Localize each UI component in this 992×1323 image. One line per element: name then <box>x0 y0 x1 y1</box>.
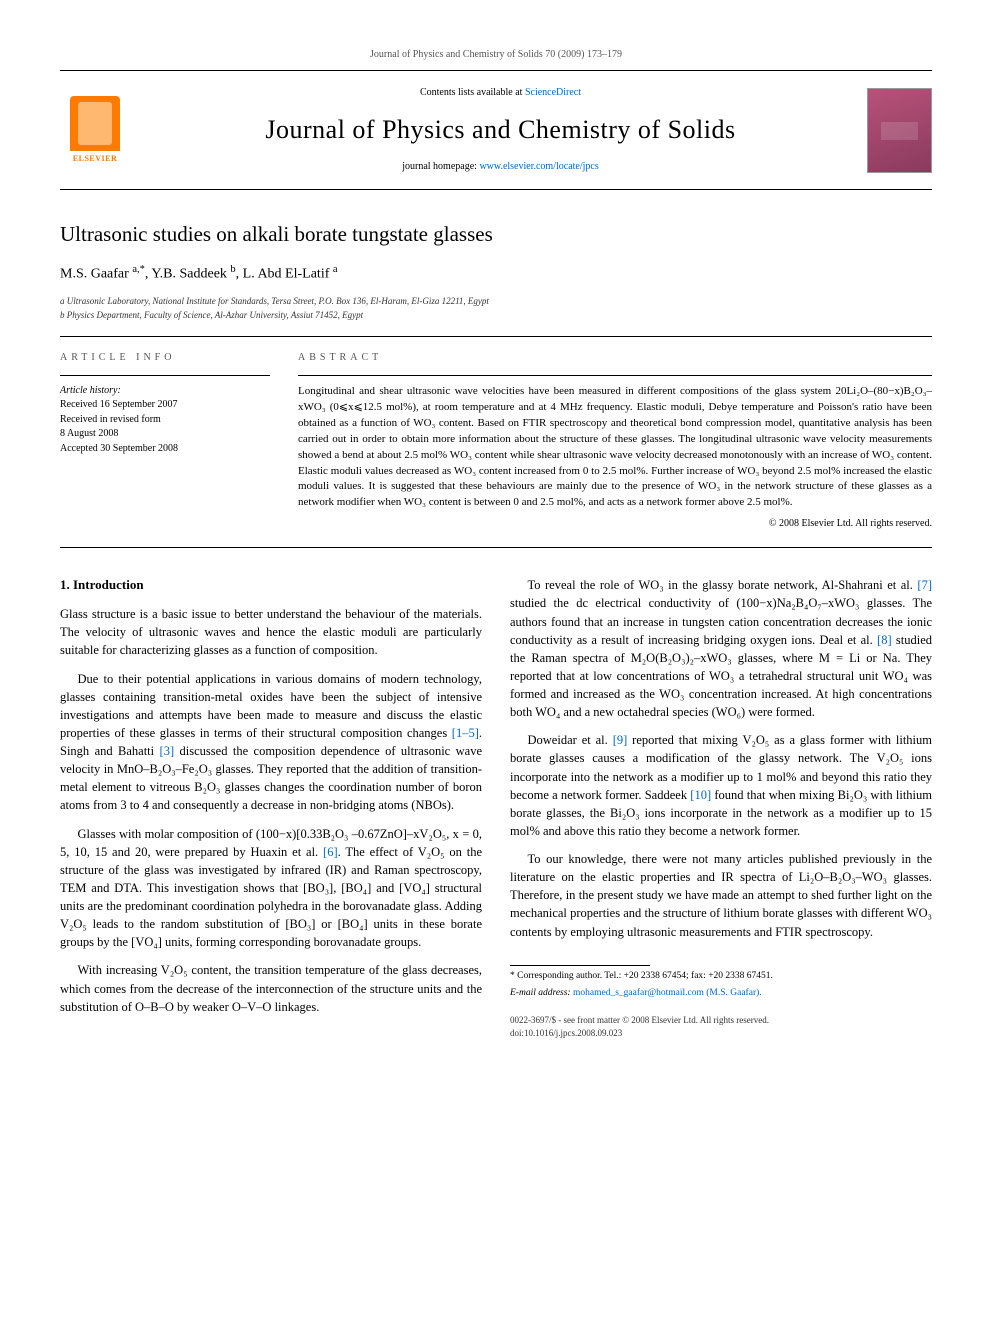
history-line: Received 16 September 2007 <box>60 398 270 413</box>
elsevier-logo: ELSEVIER <box>60 90 130 170</box>
abstract-text: Longitudinal and shear ultrasonic wave v… <box>298 384 932 512</box>
body-paragraph: With increasing V₂O₅ content, the transi… <box>60 961 482 1015</box>
footnote-rule <box>510 965 650 966</box>
contents-list-line: Contents lists available at ScienceDirec… <box>146 86 855 100</box>
history-line: 8 August 2008 <box>60 427 270 442</box>
abstract-rule <box>298 375 932 376</box>
elsevier-wordmark: ELSEVIER <box>73 153 117 164</box>
journal-banner: ELSEVIER Contents lists available at Sci… <box>60 70 932 190</box>
abstract-column: ABSTRACT Longitudinal and shear ultrason… <box>298 351 932 532</box>
abstract-label: ABSTRACT <box>298 351 932 365</box>
history-line: Accepted 30 September 2008 <box>60 442 270 457</box>
info-rule <box>60 375 270 376</box>
journal-homepage-line: journal homepage: www.elsevier.com/locat… <box>146 160 855 174</box>
journal-title: Journal of Physics and Chemistry of Soli… <box>146 112 855 148</box>
banner-center: Contents lists available at ScienceDirec… <box>146 86 855 174</box>
affiliation-a: a Ultrasonic Laboratory, National Instit… <box>60 295 932 308</box>
article-info-column: ARTICLE INFO Article history: Received 1… <box>60 351 270 532</box>
sciencedirect-link[interactable]: ScienceDirect <box>525 87 581 98</box>
journal-homepage-link[interactable]: www.elsevier.com/locate/jpcs <box>479 161 598 172</box>
homepage-prefix: journal homepage: <box>402 161 479 172</box>
running-header: Journal of Physics and Chemistry of Soli… <box>60 48 932 62</box>
article-info-label: ARTICLE INFO <box>60 351 270 365</box>
body-paragraph: To our knowledge, there were not many ar… <box>510 850 932 941</box>
body-paragraph: Doweidar et al. [9] reported that mixing… <box>510 731 932 840</box>
rule-top <box>60 336 932 337</box>
corresponding-email-link[interactable]: mohamed_s_gaafar@hotmail.com (M.S. Gaafa… <box>573 988 762 998</box>
author-list: M.S. Gaafar a,*, Y.B. Saddeek b, L. Abd … <box>60 263 932 284</box>
body-columns: 1. Introduction Glass structure is a bas… <box>60 576 932 1040</box>
article-history: Article history: Received 16 September 2… <box>60 384 270 457</box>
contents-prefix: Contents lists available at <box>420 87 525 98</box>
history-line: Received in revised form <box>60 413 270 428</box>
abstract-copyright: © 2008 Elsevier Ltd. All rights reserved… <box>298 517 932 531</box>
front-matter-line: 0022-3697/$ - see front matter © 2008 El… <box>510 1014 932 1027</box>
corresponding-author-note: * Corresponding author. Tel.: +20 2338 6… <box>510 970 932 983</box>
doi-line: doi:10.1016/j.jpcs.2008.09.023 <box>510 1027 932 1040</box>
article-title: Ultrasonic studies on alkali borate tung… <box>60 220 932 249</box>
affiliation-b: b Physics Department, Faculty of Science… <box>60 309 932 322</box>
journal-cover-thumbnail <box>867 88 932 173</box>
elsevier-tree-icon <box>70 96 120 151</box>
info-abstract-row: ARTICLE INFO Article history: Received 1… <box>60 351 932 532</box>
body-paragraph: Glasses with molar composition of (100−x… <box>60 825 482 952</box>
history-heading: Article history: <box>60 384 270 399</box>
rule-bottom <box>60 547 932 548</box>
body-paragraph: Due to their potential applications in v… <box>60 670 482 815</box>
email-note: E-mail address: mohamed_s_gaafar@hotmail… <box>510 987 932 1000</box>
body-paragraph: Glass structure is a basic issue to bett… <box>60 605 482 659</box>
section-heading-intro: 1. Introduction <box>60 576 482 595</box>
email-label: E-mail address: <box>510 988 573 998</box>
body-paragraph: To reveal the role of WO₃ in the glassy … <box>510 576 932 721</box>
page-root: Journal of Physics and Chemistry of Soli… <box>0 0 992 1088</box>
